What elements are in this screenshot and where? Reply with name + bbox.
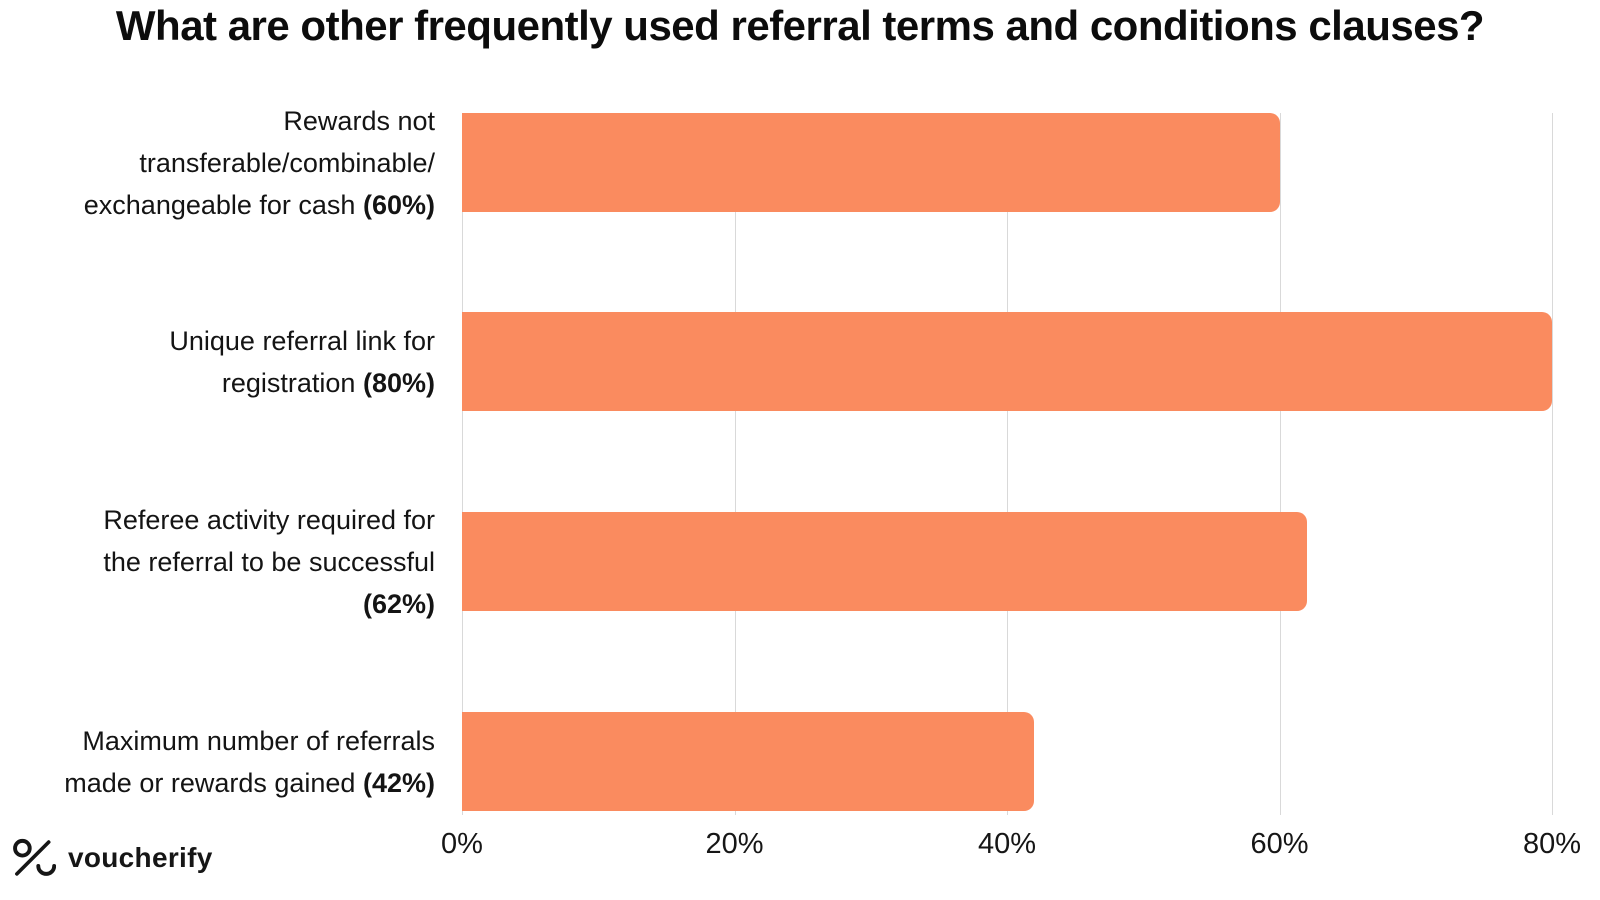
label-line: registration (80%) [221,367,435,398]
value-label: (62%) [362,588,435,619]
bar-referee-activity-required [462,512,1307,611]
x-tick-0pct: 0% [441,828,483,860]
category-label-unique-referral-link: Unique referral link for registration (8… [0,312,435,411]
label-line: made or rewards gained (42%) [64,767,435,798]
x-tick-40pct: 40% [977,828,1037,860]
value-label: (60%) [362,189,435,220]
bar-maximum-number-referrals [462,712,1035,811]
gridline-80pct [1552,113,1553,815]
chart-title: What are other frequently used referral … [115,2,1485,49]
value-label: (42%) [362,767,435,798]
bar-unique-referral-link [462,312,1552,411]
label-line: Referee activity required for [103,504,435,535]
gridline-0pct [462,113,463,815]
voucherify-logo: voucherify [12,838,213,878]
category-label-maximum-number-referrals: Maximum number of referrals made or rewa… [0,712,435,811]
value-label: (80%) [362,367,435,398]
label-line: (62%) [0,583,435,625]
category-label-referee-activity-required: Referee activity required for the referr… [0,505,435,619]
label-line: the referral to be successful [103,546,435,577]
label-line: Rewards not [283,105,435,136]
label-line: Maximum number of referrals [82,725,435,756]
category-label-rewards-not-transferable: Rewards not transferable/combinable/ exc… [0,106,435,220]
x-axis: 0% 20% 40% 60% 80% [441,828,1581,872]
gridline-60pct [1279,113,1281,815]
plot-area [462,113,1553,815]
x-tick-20pct: 20% [705,828,764,860]
gridline-20pct [734,113,736,815]
percent-smile-logo-icon [12,838,56,878]
bar-rewards-not-transferable [462,113,1280,212]
label-line: transferable/combinable/ [139,147,435,178]
brand-name: voucherify [68,842,213,873]
gridline-40pct [1007,113,1008,815]
label-line: exchangeable for cash (60%) [83,189,435,220]
label-line: Unique referral link for [169,325,435,356]
x-tick-60pct: 60% [1250,828,1309,860]
x-tick-80pct: 80% [1522,828,1582,860]
